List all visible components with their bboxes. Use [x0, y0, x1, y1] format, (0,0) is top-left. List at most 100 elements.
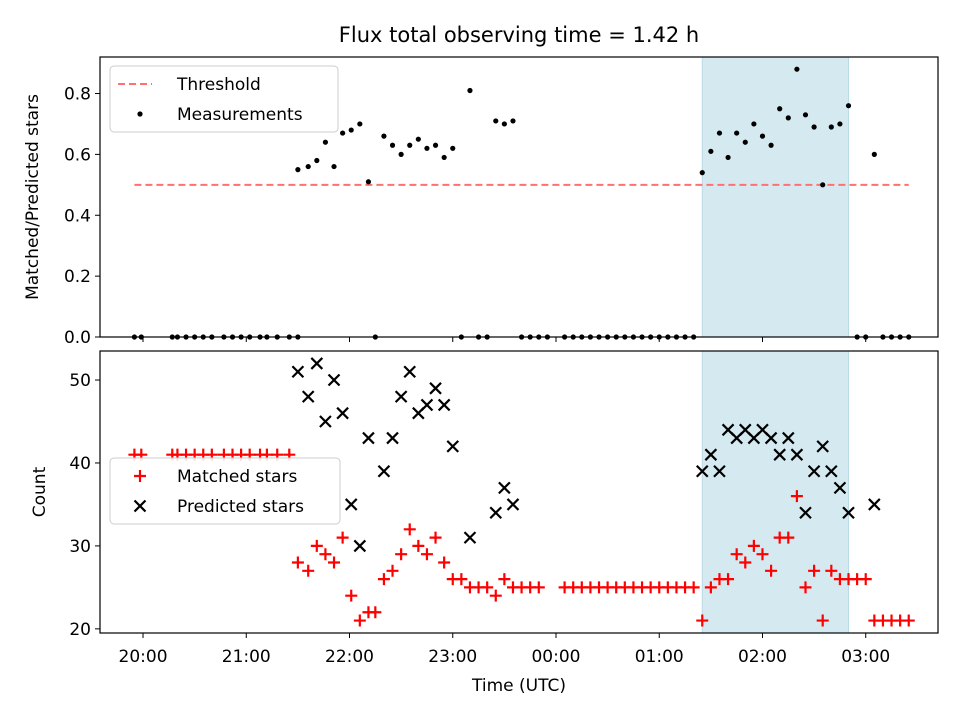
- legend: Matched stars Predicted stars: [109, 457, 341, 525]
- legend-label: Matched stars: [177, 467, 297, 487]
- data-point: [377, 573, 390, 586]
- x-tick-label: 22:00: [325, 647, 374, 667]
- legend-swatch: [134, 470, 146, 482]
- data-point: [510, 118, 516, 124]
- data-point: [345, 589, 358, 602]
- data-point: [811, 124, 817, 130]
- legend-swatch: [133, 499, 147, 513]
- data-point: [837, 121, 843, 127]
- data-point: [825, 564, 838, 577]
- data-point: [327, 373, 341, 387]
- data-point: [716, 130, 723, 136]
- data-point: [501, 121, 507, 127]
- data-point: [759, 133, 766, 139]
- data-point: [331, 163, 337, 170]
- data-point: [386, 431, 399, 445]
- data-point: [756, 548, 769, 561]
- data-point: [403, 523, 416, 536]
- data-point: [799, 581, 812, 594]
- data-point: [429, 531, 442, 544]
- data-point: [344, 498, 358, 511]
- data-point: [353, 614, 366, 627]
- highlight-region: [701, 56, 850, 338]
- data-point: [687, 581, 700, 594]
- data-point: [807, 464, 821, 478]
- data-point: [782, 531, 795, 544]
- data-point: [336, 406, 349, 420]
- legend-swatch: [137, 111, 143, 117]
- bottom-panel: 20 30 40 50 20:00 21:00 22:00 23:00 00:00 01:00 02…: [30, 350, 939, 696]
- legend-label: Measurements: [177, 105, 303, 125]
- data-point: [825, 464, 838, 478]
- data-point: [722, 573, 735, 586]
- y-axis-label: Matched/Predicted stars: [23, 94, 43, 300]
- y-tick-label: 0.8: [64, 85, 91, 105]
- data-point: [369, 606, 382, 619]
- data-point: [868, 498, 881, 511]
- data-point: [398, 151, 404, 157]
- data-point: [871, 151, 877, 157]
- data-point: [450, 145, 456, 151]
- x-axis-label: Time (UTC): [471, 676, 566, 696]
- data-point: [314, 157, 320, 164]
- data-point: [833, 481, 847, 495]
- data-point: [820, 182, 826, 188]
- data-point: [695, 464, 709, 478]
- data-point: [747, 539, 760, 552]
- data-point: [340, 130, 346, 136]
- y-tick-label: 20: [69, 620, 91, 640]
- data-point: [845, 103, 852, 109]
- data-point: [808, 564, 821, 577]
- data-point: [742, 139, 748, 145]
- data-point: [302, 564, 315, 577]
- data-point: [506, 498, 520, 511]
- legend-box: [109, 457, 341, 525]
- data-point: [816, 614, 829, 627]
- plot-frame: [99, 56, 939, 338]
- highlight-region: [701, 350, 850, 634]
- data-point: [386, 564, 399, 577]
- legend-box: [109, 65, 339, 133]
- data-point: [310, 539, 323, 552]
- data-point: [424, 145, 430, 151]
- data-point: [394, 390, 408, 403]
- data-point: [730, 548, 743, 561]
- data-point: [420, 398, 434, 412]
- data-point: [305, 163, 311, 170]
- data-point: [696, 614, 709, 627]
- x-tick-label: 20:00: [119, 647, 168, 667]
- x-tick-label: 02:00: [738, 647, 787, 667]
- data-point: [362, 431, 375, 445]
- data-point: [902, 614, 915, 627]
- x-tick-label: 23:00: [428, 647, 477, 667]
- data-point: [420, 548, 433, 561]
- plot-frame: [99, 350, 939, 634]
- x-tick-label: 00:00: [531, 647, 580, 667]
- data-point: [463, 531, 477, 544]
- top-panel: 0.0 0.2 0.4 0.6 0.8 Matched/Predicted stars Th…: [23, 56, 939, 348]
- y-tick-label: 0.2: [64, 267, 91, 287]
- data-point: [794, 66, 800, 72]
- y-tick-label: 0.4: [64, 206, 91, 226]
- data-point: [713, 464, 726, 478]
- data-point: [322, 139, 329, 145]
- data-point: [842, 506, 855, 520]
- legend-label: Predicted stars: [177, 497, 304, 517]
- data-point: [412, 539, 425, 552]
- data-point: [353, 539, 367, 553]
- legend: Threshold Measurements: [109, 65, 339, 133]
- data-point: [407, 142, 413, 148]
- legend-label: Threshold: [176, 75, 261, 95]
- y-axis-label: Count: [30, 466, 50, 517]
- data-point: [489, 589, 502, 602]
- data-point: [381, 133, 387, 139]
- data-point: [328, 556, 341, 569]
- data-point: [734, 130, 740, 136]
- data-point: [389, 142, 396, 148]
- data-point: [751, 121, 757, 127]
- data-point: [704, 581, 717, 594]
- data-point: [699, 170, 705, 176]
- data-point: [455, 573, 468, 586]
- data-point: [481, 581, 494, 594]
